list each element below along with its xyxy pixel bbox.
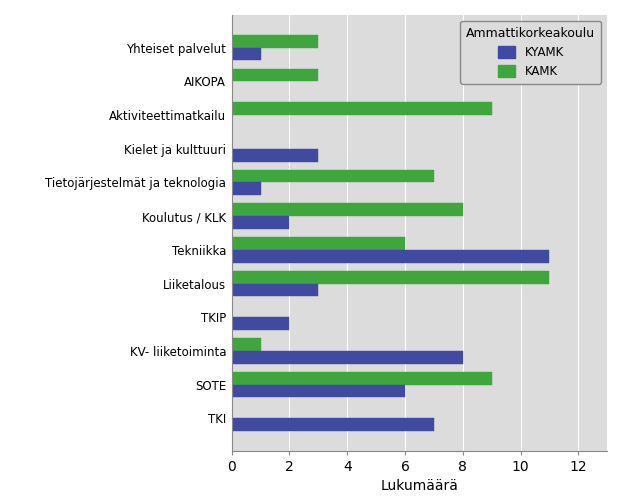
Bar xyxy=(232,338,260,351)
X-axis label: Lukumäärä: Lukumäärä xyxy=(381,479,458,493)
Bar xyxy=(232,216,289,229)
Bar xyxy=(232,372,491,385)
Legend: KYAMK, KAMK: KYAMK, KAMK xyxy=(460,21,602,84)
Bar xyxy=(232,250,550,263)
Bar xyxy=(232,48,260,61)
Bar xyxy=(232,203,463,216)
Bar xyxy=(232,385,405,397)
Bar xyxy=(232,271,550,284)
Bar xyxy=(232,237,405,250)
Bar xyxy=(232,69,318,81)
Bar xyxy=(232,35,318,48)
Bar xyxy=(232,102,491,115)
Bar xyxy=(232,418,434,431)
Bar xyxy=(232,351,463,364)
Bar xyxy=(232,149,318,161)
Bar xyxy=(232,284,318,296)
Bar xyxy=(232,182,260,195)
Bar xyxy=(232,317,289,330)
Bar xyxy=(232,170,434,182)
